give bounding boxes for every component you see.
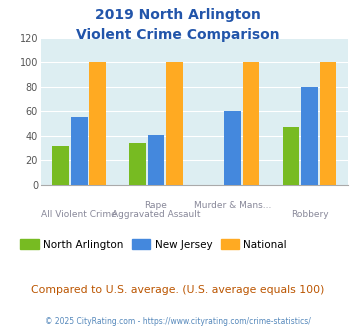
Bar [283, 127, 299, 185]
Bar [166, 62, 183, 185]
Text: Rape: Rape [144, 201, 168, 210]
Bar [53, 146, 69, 185]
Bar [148, 135, 164, 185]
Bar [320, 62, 336, 185]
Text: Compared to U.S. average. (U.S. average equals 100): Compared to U.S. average. (U.S. average … [31, 285, 324, 295]
Legend: North Arlington, New Jersey, National: North Arlington, New Jersey, National [16, 235, 291, 254]
Bar [129, 143, 146, 185]
Text: Robbery: Robbery [291, 211, 328, 219]
Text: 2019 North Arlington: 2019 North Arlington [94, 8, 261, 22]
Bar [71, 117, 87, 185]
Text: © 2025 CityRating.com - https://www.cityrating.com/crime-statistics/: © 2025 CityRating.com - https://www.city… [45, 317, 310, 326]
Bar [89, 62, 106, 185]
Bar [224, 112, 241, 185]
Bar [243, 62, 260, 185]
Bar [301, 87, 318, 185]
Text: Aggravated Assault: Aggravated Assault [112, 211, 200, 219]
Text: All Violent Crime: All Violent Crime [41, 211, 117, 219]
Text: Murder & Mans...: Murder & Mans... [194, 201, 272, 210]
Text: Violent Crime Comparison: Violent Crime Comparison [76, 28, 279, 42]
